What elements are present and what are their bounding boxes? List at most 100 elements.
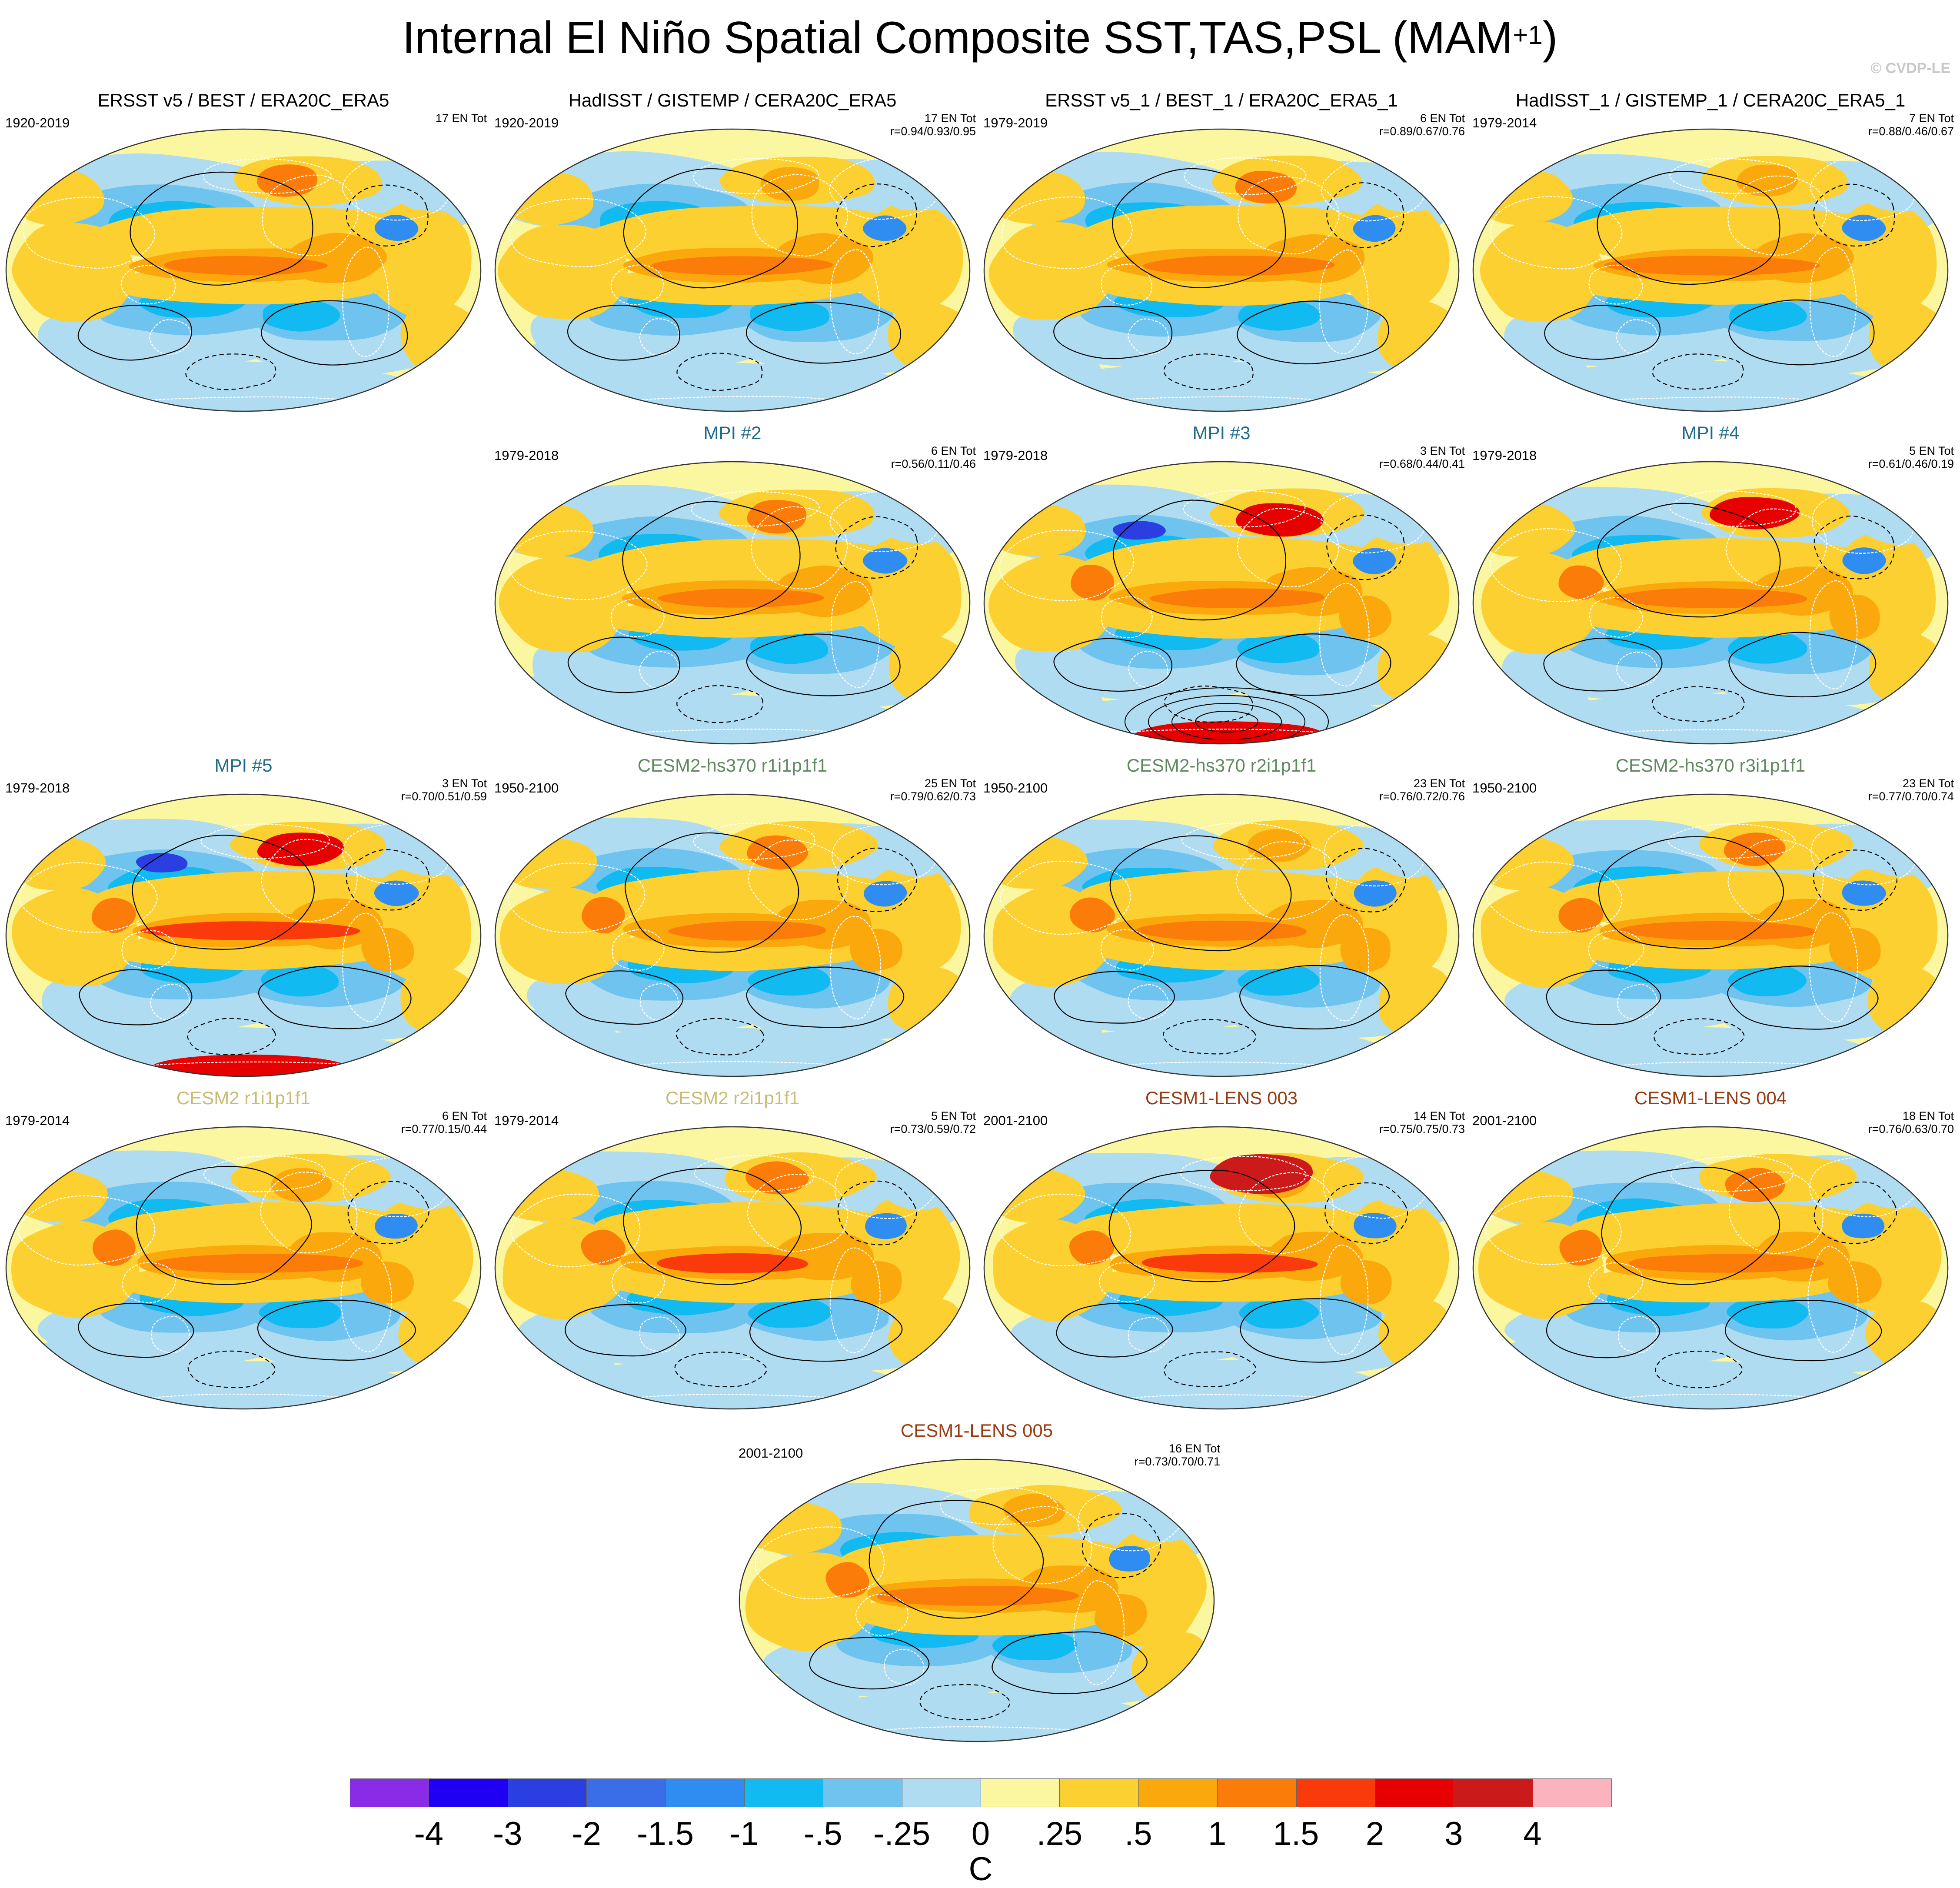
colorbar-swatch bbox=[1138, 1778, 1218, 1807]
pattern-correlation-label: r=0.70/0.51/0.59 bbox=[401, 790, 487, 803]
panel-years: 1979-2018 bbox=[494, 448, 559, 463]
colorbar-swatch bbox=[981, 1778, 1060, 1807]
panel-title: HadISST_1 / GISTEMP_1 / CERA20C_ERA5_1 bbox=[1515, 90, 1906, 110]
colorbar-swatch bbox=[1217, 1778, 1297, 1807]
colorbar-tick-label: 3 bbox=[1444, 1815, 1463, 1852]
panel-years: 1979-2014 bbox=[494, 1113, 559, 1128]
pattern-correlation-label: r=0.68/0.44/0.41 bbox=[1379, 457, 1465, 470]
pattern-correlation-label: r=0.89/0.67/0.76 bbox=[1379, 125, 1465, 138]
pattern-correlation-label: r=0.73/0.70/0.71 bbox=[1134, 1455, 1220, 1468]
event-count-label: 16 EN Tot bbox=[1168, 1442, 1220, 1455]
panel-event-count: 25 EN Tot r=0.79/0.62/0.73 bbox=[890, 777, 976, 803]
event-count-label: 7 EN Tot bbox=[1909, 112, 1954, 125]
composite-map bbox=[494, 793, 971, 1077]
panel-title: CESM1-LENS 003 bbox=[1145, 1088, 1298, 1108]
colorbar-tick-label: .5 bbox=[1125, 1815, 1152, 1852]
event-count-label: 17 EN Tot bbox=[924, 112, 976, 125]
composite-map bbox=[5, 1126, 482, 1410]
map-panel: ERSST v5_1 / BEST_1 / ERA20C_ERA5_1 1979-… bbox=[978, 89, 1465, 415]
colorbar-swatch bbox=[744, 1778, 824, 1807]
colorbar-swatch bbox=[507, 1778, 587, 1807]
panel-title: CESM2-hs370 r1i1p1f1 bbox=[637, 755, 828, 776]
event-count-label: 17 EN Tot bbox=[435, 112, 487, 125]
event-count-label: 6 EN Tot bbox=[442, 1109, 487, 1122]
panel-title: ERSST v5_1 / BEST_1 / ERA20C_ERA5_1 bbox=[1045, 90, 1398, 110]
colorbar-tick-label: -.25 bbox=[873, 1815, 931, 1852]
panel-years: 1979-2018 bbox=[983, 448, 1048, 463]
event-count-label: 3 EN Tot bbox=[1420, 444, 1465, 457]
map-panel: HadISST / GISTEMP / CERA20C_ERA5 1920-201… bbox=[489, 89, 976, 415]
figure-title: Internal El Niño Spatial Composite SST,T… bbox=[0, 10, 1960, 66]
colorbar-swatch bbox=[429, 1778, 508, 1807]
composite-map bbox=[1472, 1126, 1949, 1410]
panel-event-count: 23 EN Tot r=0.76/0.72/0.76 bbox=[1379, 777, 1465, 803]
colorbar-tick-label: 1 bbox=[1208, 1815, 1227, 1852]
panel-event-count: 23 EN Tot r=0.77/0.70/0.74 bbox=[1868, 777, 1954, 803]
figure-title-superscript: +1 bbox=[1513, 20, 1543, 50]
figure-title-close: ) bbox=[1542, 13, 1558, 63]
panel-title: HadISST / GISTEMP / CERA20C_ERA5 bbox=[568, 90, 897, 110]
colorbar-tick-label: -1 bbox=[729, 1815, 759, 1852]
panel-event-count: 6 EN Tot r=0.56/0.11/0.46 bbox=[891, 444, 976, 470]
colorbar-tick-label: -.5 bbox=[803, 1815, 842, 1852]
composite-map bbox=[983, 461, 1460, 745]
panel-title: MPI #5 bbox=[214, 755, 273, 776]
colorbar-swatch bbox=[1059, 1778, 1139, 1807]
pattern-correlation-label: r=0.75/0.75/0.73 bbox=[1379, 1122, 1465, 1135]
colorbar-tick-label: 0 bbox=[971, 1815, 990, 1852]
map-panel: CESM2-hs370 r2i1p1f1 1950-2100 23 EN Tot r=… bbox=[978, 754, 1465, 1080]
pattern-correlation-label: r=0.79/0.62/0.73 bbox=[890, 790, 976, 803]
panel-years: 1979-2018 bbox=[5, 780, 70, 796]
panel-title: MPI #2 bbox=[703, 423, 762, 443]
panel-event-count: 17 EN Tot bbox=[436, 112, 487, 125]
panel-event-count: 17 EN Tot r=0.94/0.93/0.95 bbox=[890, 112, 976, 138]
event-count-label: 5 EN Tot bbox=[1909, 444, 1954, 457]
event-count-label: 23 EN Tot bbox=[1902, 777, 1954, 790]
panel-years: 1950-2100 bbox=[1472, 780, 1537, 796]
panel-years: 1950-2100 bbox=[494, 780, 559, 796]
map-panel: CESM1-LENS 004 2001-2100 18 EN Tot r=0.76/0… bbox=[1467, 1087, 1954, 1413]
map-panel: CESM2 r1i1p1f1 1979-2014 6 EN Tot r=0.77/0.… bbox=[0, 1087, 487, 1413]
colorbar-swatch bbox=[1296, 1778, 1375, 1807]
composite-map bbox=[494, 1126, 971, 1410]
map-panel: CESM2-hs370 r1i1p1f1 1950-2100 25 EN Tot r=… bbox=[489, 754, 976, 1080]
panel-years: 1920-2019 bbox=[5, 115, 70, 130]
panel-event-count: 5 EN Tot r=0.73/0.59/0.72 bbox=[890, 1109, 976, 1135]
colorbar-swatch bbox=[586, 1778, 666, 1807]
panel-event-count: 3 EN Tot r=0.68/0.44/0.41 bbox=[1379, 444, 1465, 470]
map-panel: MPI #3 1979-2018 3 EN Tot r=0.68/0.44/0.41 bbox=[978, 422, 1465, 748]
composite-map bbox=[1472, 128, 1949, 412]
panel-title: MPI #4 bbox=[1681, 423, 1740, 443]
panel-title: ERSST v5 / BEST / ERA20C_ERA5 bbox=[97, 90, 389, 110]
composite-map bbox=[739, 1458, 1215, 1742]
composite-map bbox=[5, 128, 482, 412]
composite-map bbox=[1472, 461, 1949, 745]
map-panel: CESM2 r2i1p1f1 1979-2014 5 EN Tot r=0.73/0.… bbox=[489, 1087, 976, 1413]
panel-event-count: 7 EN Tot r=0.88/0.46/0.67 bbox=[1868, 112, 1954, 138]
pattern-correlation-label: r=0.88/0.46/0.67 bbox=[1868, 125, 1954, 138]
pattern-correlation-label: r=0.56/0.11/0.46 bbox=[891, 457, 976, 470]
colorbar-swatch bbox=[1454, 1778, 1533, 1807]
pattern-correlation-label: r=0.61/0.46/0.19 bbox=[1868, 457, 1954, 470]
panel-years: 1950-2100 bbox=[983, 780, 1048, 796]
panel-title: CESM2-hs370 r2i1p1f1 bbox=[1126, 755, 1317, 776]
panel-title: MPI #3 bbox=[1192, 423, 1251, 443]
event-count-label: 6 EN Tot bbox=[931, 444, 976, 457]
map-panel: CESM1-LENS 003 2001-2100 14 EN Tot r=0.75/0… bbox=[978, 1087, 1465, 1413]
colorbar-tick-label: -1.5 bbox=[637, 1815, 694, 1852]
colorbar-swatch bbox=[665, 1778, 745, 1807]
event-count-label: 14 EN Tot bbox=[1413, 1109, 1465, 1122]
event-count-label: 18 EN Tot bbox=[1902, 1109, 1954, 1122]
colorbar-swatch bbox=[823, 1778, 902, 1807]
panel-years: 1979-2014 bbox=[5, 1113, 70, 1128]
panel-event-count: 16 EN Tot r=0.73/0.70/0.71 bbox=[1135, 1442, 1220, 1468]
event-count-label: 25 EN Tot bbox=[924, 777, 976, 790]
colorbar-tick-label: -2 bbox=[572, 1815, 601, 1852]
panel-years: 2001-2100 bbox=[739, 1445, 803, 1461]
panel-years: 2001-2100 bbox=[1472, 1113, 1537, 1128]
panel-years: 2001-2100 bbox=[983, 1113, 1048, 1128]
composite-map bbox=[1472, 793, 1949, 1077]
panel-title: CESM2-hs370 r3i1p1f1 bbox=[1615, 755, 1806, 776]
composite-map bbox=[983, 1126, 1460, 1410]
panel-event-count: 3 EN Tot r=0.70/0.51/0.59 bbox=[401, 777, 487, 803]
